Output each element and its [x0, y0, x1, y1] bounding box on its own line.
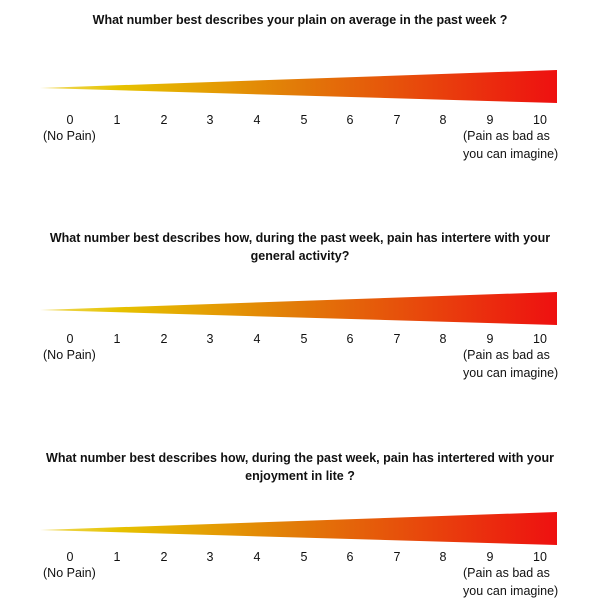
max-anchor-label: you can imagine) — [463, 147, 559, 161]
scale-number-1[interactable]: 1 — [113, 113, 121, 127]
scale-number-1[interactable]: 1 — [113, 332, 121, 346]
scale-number-6[interactable]: 6 — [346, 550, 354, 564]
scale-number-2[interactable]: 2 — [160, 113, 168, 127]
scale-number-4[interactable]: 4 — [253, 113, 261, 127]
max-anchor-label: (Pain as bad as — [463, 129, 550, 143]
pain-scale-question-1: What number best describes your plain on… — [0, 0, 600, 200]
max-anchor-label: (Pain as bad as — [463, 566, 550, 580]
scale-number-4[interactable]: 4 — [253, 550, 261, 564]
scale-number-7[interactable]: 7 — [393, 113, 401, 127]
scale-number-0[interactable]: 0 — [66, 113, 74, 127]
scale-number-3[interactable]: 3 — [206, 550, 214, 564]
scale-number-4[interactable]: 4 — [253, 332, 261, 346]
scale-number-9[interactable]: 9 — [486, 113, 494, 127]
question-text: enjoyment in lite ? — [245, 469, 355, 483]
scale-number-9[interactable]: 9 — [486, 332, 494, 346]
scale-number-5[interactable]: 5 — [300, 550, 308, 564]
pain-gradient-wedge — [40, 69, 560, 105]
scale-number-1[interactable]: 1 — [113, 550, 121, 564]
scale-number-2[interactable]: 2 — [160, 550, 168, 564]
pain-gradient-wedge — [40, 291, 560, 327]
scale-number-7[interactable]: 7 — [393, 332, 401, 346]
pain-gradient-wedge — [40, 511, 560, 547]
max-anchor-label: you can imagine) — [463, 366, 559, 380]
pain-scale-question-2: What number best describes how, during t… — [0, 0, 600, 380]
scale-number-10[interactable]: 10 — [533, 113, 547, 127]
scale-number-7[interactable]: 7 — [393, 550, 401, 564]
scale-number-3[interactable]: 3 — [206, 113, 214, 127]
question-text: What number best describes how, during t… — [49, 231, 551, 245]
scale-number-5[interactable]: 5 — [300, 332, 308, 346]
scale-number-8[interactable]: 8 — [439, 332, 447, 346]
question-text: What number best describes how, during t… — [46, 451, 554, 465]
scale-number-9[interactable]: 9 — [486, 550, 494, 564]
scale-number-6[interactable]: 6 — [346, 332, 354, 346]
max-anchor-label: you can imagine) — [463, 584, 559, 598]
question-text: general activity? — [250, 249, 350, 263]
max-anchor-label: (Pain as bad as — [463, 348, 550, 362]
scale-number-0[interactable]: 0 — [66, 550, 74, 564]
scale-number-2[interactable]: 2 — [160, 332, 168, 346]
scale-number-5[interactable]: 5 — [300, 113, 308, 127]
scale-number-10[interactable]: 10 — [533, 550, 547, 564]
min-anchor-label: (No Pain) — [43, 566, 96, 580]
question-text: What number best describes your plain on… — [92, 13, 508, 27]
min-anchor-label: (No Pain) — [43, 348, 96, 362]
scale-number-8[interactable]: 8 — [439, 113, 447, 127]
scale-number-8[interactable]: 8 — [439, 550, 447, 564]
min-anchor-label: (No Pain) — [43, 129, 96, 143]
scale-number-0[interactable]: 0 — [66, 332, 74, 346]
scale-number-10[interactable]: 10 — [533, 332, 547, 346]
scale-number-3[interactable]: 3 — [206, 332, 214, 346]
scale-number-6[interactable]: 6 — [346, 113, 354, 127]
